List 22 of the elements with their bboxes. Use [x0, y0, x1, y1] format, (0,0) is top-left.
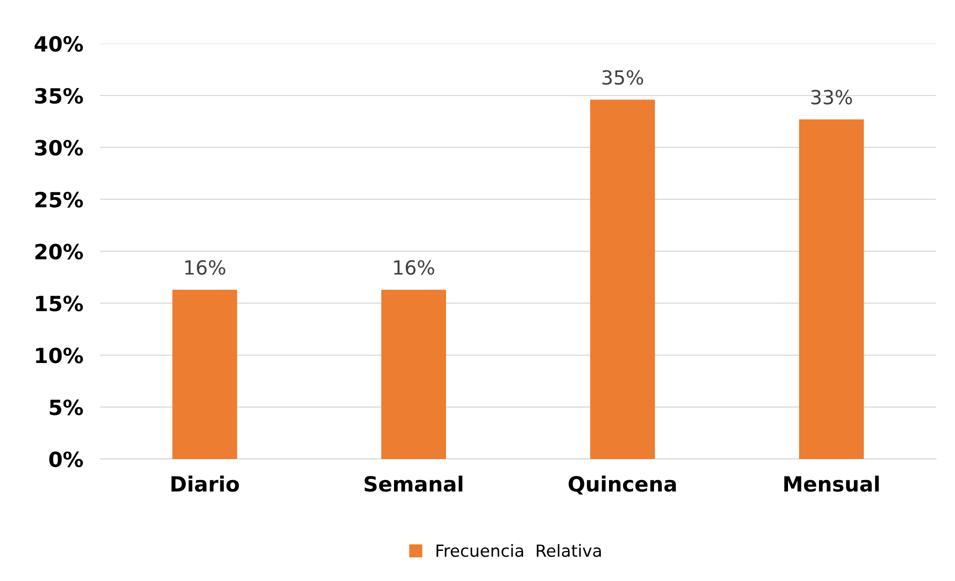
- data-label: 35%: [602, 70, 644, 85]
- bar: [799, 119, 864, 459]
- y-tick-label: 35%: [35, 88, 83, 104]
- legend-label: Frecuencia Relativa: [436, 544, 601, 557]
- data-label: 33%: [811, 90, 852, 105]
- data-label: 16%: [185, 260, 226, 275]
- x-tick-label: Semanal: [364, 476, 462, 492]
- y-tick-label: 20%: [35, 244, 83, 260]
- y-tick-label: 5%: [50, 400, 83, 416]
- y-tick-label: 30%: [35, 140, 83, 156]
- bar: [172, 290, 238, 459]
- y-tick-label: 15%: [36, 296, 83, 312]
- x-tick-label: Quincena: [568, 476, 676, 495]
- y-tick-label: 0%: [49, 451, 83, 468]
- x-tick-label: Diario: [172, 476, 239, 492]
- bar: [590, 100, 655, 459]
- y-tick-label: 40%: [34, 36, 83, 52]
- data-label: 16%: [394, 260, 434, 275]
- x-tick-label: Mensual: [784, 476, 879, 492]
- bar: [381, 290, 446, 459]
- y-tick-label: 25%: [35, 192, 83, 208]
- y-tick-label: 10%: [36, 348, 83, 364]
